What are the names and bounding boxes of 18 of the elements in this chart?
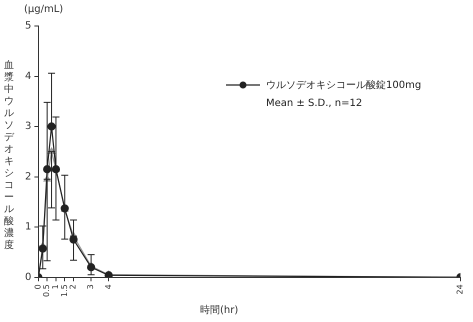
x-tick-label: 1.5 [60, 284, 69, 298]
annotation: Mean ± S.D., n=12 [266, 98, 364, 109]
x-tick-label: 1 [51, 284, 60, 290]
text: (μg/mL) [24, 4, 64, 15]
y-tick-label: 5 [24, 20, 32, 32]
legend-label: ウルソデオキシコール酸錠100mg [266, 79, 422, 92]
y-tick-label: 4 [24, 70, 32, 82]
y-tick-label: 3 [24, 121, 32, 132]
x-tick-label: 3 [86, 284, 96, 290]
x-tick-label: 2 [68, 284, 78, 290]
y-tick-label: 1 [24, 222, 32, 233]
x-tick-label: 0.5 [42, 284, 52, 298]
y-tick-label: 2 [24, 171, 32, 182]
x-tick-label: 0 [33, 284, 42, 290]
text: 血漿中ウルソデオキシコール酸濃度 [4, 60, 14, 251]
x-tick-label: 4 [104, 284, 113, 290]
x-tick-label: 24 [455, 284, 464, 294]
x-axis-title: 時間(hr) [200, 304, 238, 317]
